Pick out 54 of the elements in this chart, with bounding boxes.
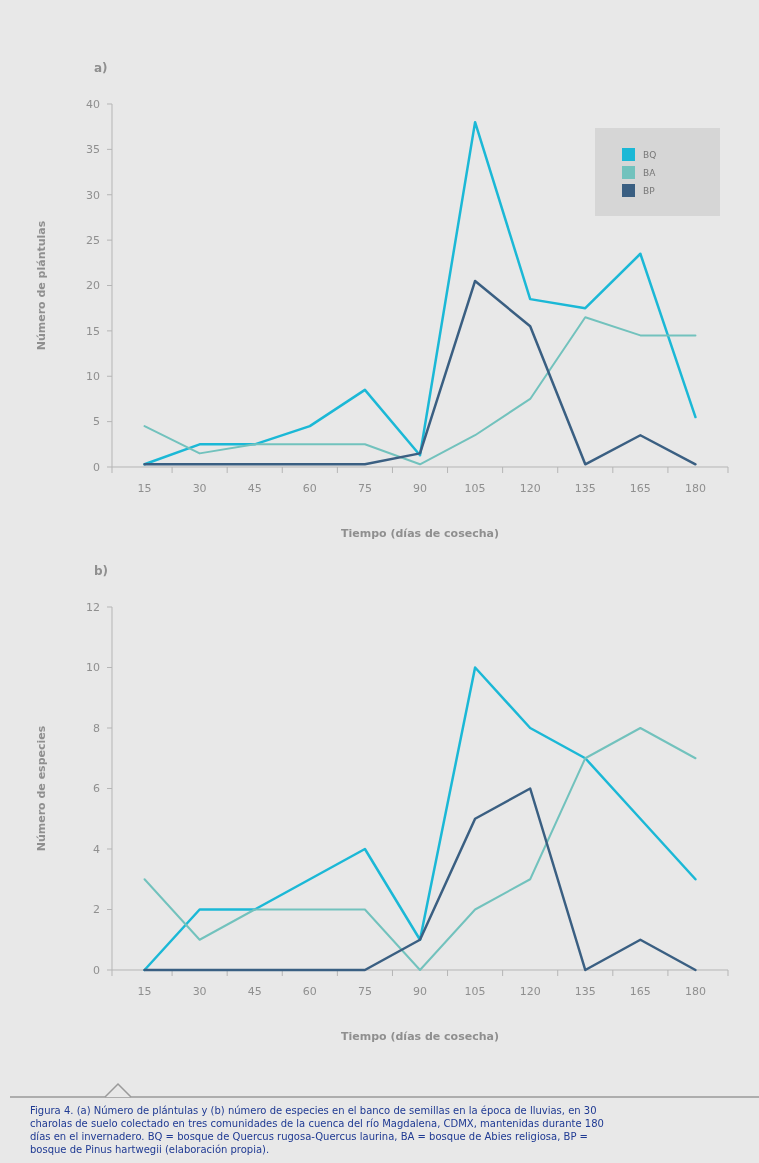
x-tick-label: 60 [302, 985, 317, 998]
y-tick-label: 40 [86, 97, 100, 111]
y-tick-label: 35 [86, 143, 100, 157]
x-tick-label: 45 [247, 985, 262, 998]
x-tick-label: 75 [357, 985, 372, 998]
y-tick-label: 10 [86, 370, 100, 384]
x-tick-label: 30 [192, 985, 207, 998]
y-tick-label: 15 [86, 324, 100, 338]
x-tick-label: 120 [519, 985, 541, 998]
y-tick-label: 10 [86, 661, 100, 675]
x-tick-label: 180 [684, 985, 706, 998]
x-tick-label: 45 [247, 482, 262, 495]
x-tick-label: 120 [519, 482, 541, 495]
y-axis-title: Número de especies [35, 725, 48, 852]
y-tick-label: 8 [93, 721, 100, 735]
x-tick-label: 135 [574, 482, 596, 495]
line-series [143, 316, 697, 466]
legend-label: BA [643, 168, 657, 179]
x-tick-label: 30 [192, 482, 207, 495]
x-tick-label: 135 [574, 985, 596, 998]
chart-title: b) [94, 564, 109, 578]
x-tick-label: 15 [137, 985, 152, 998]
text: Figura 4. (a) Número de plántulas y (b) número de especies en el banco de semillas en la época de lluvias, en 30 charolas de suelo colectado en tres comunidades de la cuenca del río Magdalena, CDMX, mantenidas durante 180 días en el invernadero. BQ = bosque de Quercus rugosa-Quercus laurina, BA = bosque de Abies religiosa, BP = bosque de Pinus hartwegii (elaboración propia). [30, 1105, 604, 1155]
y-tick-label: 5 [93, 415, 100, 429]
line-series [143, 666, 697, 972]
y-tick-label: 25 [86, 233, 100, 247]
line-series [143, 727, 697, 971]
line-series [143, 279, 697, 466]
y-tick-label: 0 [93, 963, 100, 977]
x-tick-label: 105 [464, 985, 486, 998]
y-tick-label: 30 [86, 188, 100, 202]
x-tick-label: 105 [464, 482, 486, 495]
x-axis-title: Tiempo (días de cosecha) [341, 1030, 499, 1043]
x-tick-label: 60 [302, 482, 317, 495]
y-tick-label: 6 [93, 782, 100, 796]
y-tick-label: 0 [93, 460, 100, 474]
y-tick-label: 12 [86, 600, 100, 614]
x-tick-label: 15 [137, 482, 152, 495]
y-tick-label: 4 [93, 842, 100, 856]
x-tick-label: 90 [413, 482, 427, 495]
x-tick-label: 165 [629, 985, 651, 998]
x-axis-title: Tiempo (días de cosecha) [341, 527, 499, 540]
y-tick-label: 2 [93, 903, 100, 917]
x-tick-label: 90 [413, 985, 427, 998]
chart-title: a) [94, 61, 108, 75]
y-tick-label: 20 [86, 279, 100, 293]
y-axis-title: Número de plántulas [35, 220, 48, 351]
legend-label: BQ [643, 150, 657, 161]
x-tick-label: 165 [629, 482, 651, 495]
x-tick-label: 180 [684, 482, 706, 495]
x-tick-label: 75 [357, 482, 372, 495]
legend-label: BP [643, 186, 656, 197]
line-series [143, 787, 697, 972]
line-series [143, 120, 697, 466]
